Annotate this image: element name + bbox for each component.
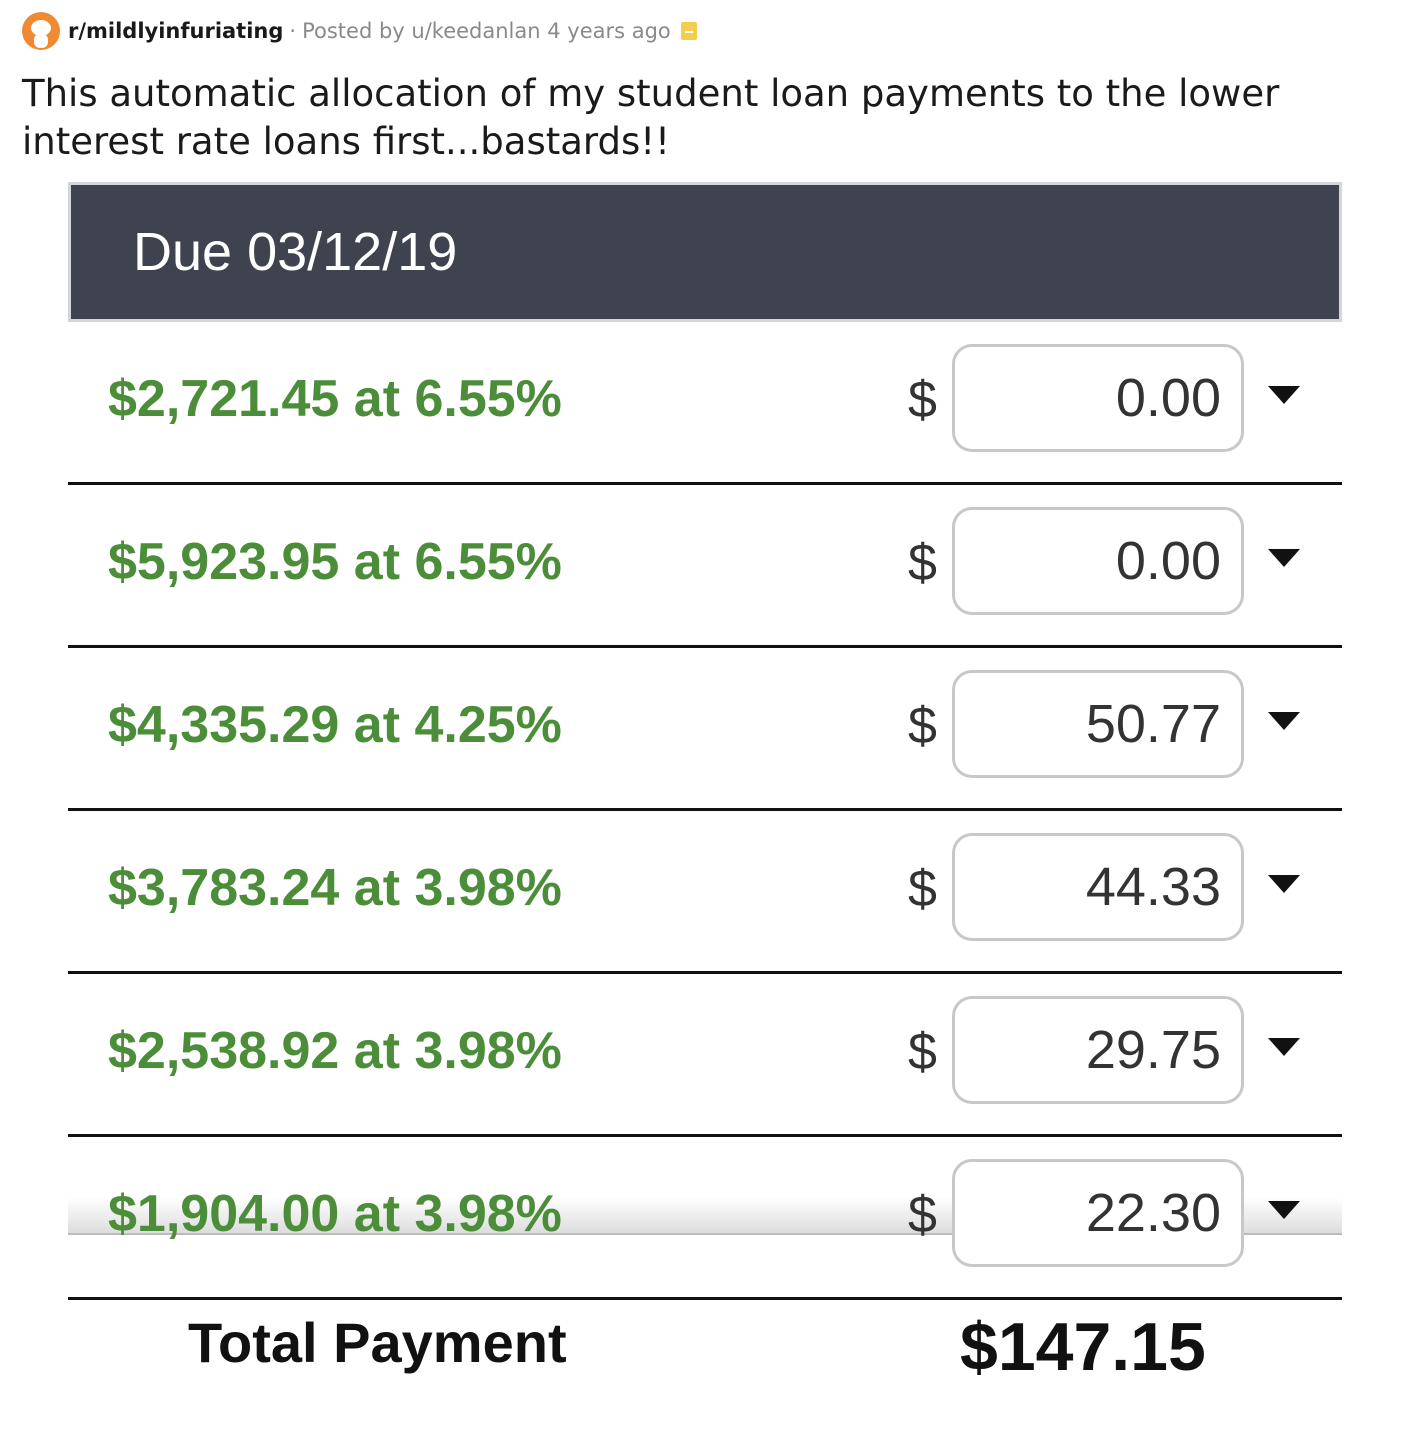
- loan-row: $2,538.92 at 3.98% $29.75: [68, 974, 1342, 1137]
- loan-row: $5,923.95 at 6.55% $0.00: [68, 485, 1342, 648]
- loan-label: $4,335.29 at 4.25%: [108, 696, 562, 754]
- dropdown-caret-icon[interactable]: [1268, 712, 1300, 730]
- loan-row: $1,904.00 at 3.98% $22.30: [68, 1137, 1342, 1300]
- payment-amount-input[interactable]: 44.33: [952, 833, 1244, 941]
- currency-symbol: $: [908, 697, 937, 755]
- currency-symbol: $: [908, 860, 937, 918]
- payment-amount-input[interactable]: 22.30: [952, 1159, 1244, 1267]
- loan-label: $2,721.45 at 6.55%: [108, 370, 562, 428]
- dropdown-caret-icon[interactable]: [1268, 1038, 1300, 1056]
- due-header: Due 03/12/19: [68, 182, 1342, 322]
- post-title[interactable]: This automatic allocation of my student …: [22, 72, 1280, 163]
- payment-amount-input[interactable]: 50.77: [952, 670, 1244, 778]
- total-row: Total Payment $147.15: [68, 1300, 1342, 1420]
- currency-symbol: $: [908, 1023, 937, 1081]
- loan-label: $5,923.95 at 6.55%: [108, 533, 562, 591]
- currency-symbol: $: [908, 371, 937, 429]
- payment-amount-input[interactable]: 0.00: [952, 344, 1244, 452]
- loan-label: $1,904.00 at 3.98%: [108, 1185, 562, 1243]
- loan-row: $4,335.29 at 4.25% $50.77: [68, 648, 1342, 811]
- posted-by[interactable]: Posted by u/keedanlan 4 years ago: [302, 19, 671, 43]
- loan-label: $3,783.24 at 3.98%: [108, 859, 562, 917]
- currency-symbol: $: [908, 1186, 937, 1244]
- payment-allocation-image: Due 03/12/19 $2,721.45 at 6.55% $0.00 $5,9…: [68, 182, 1342, 1420]
- post-meta: r/mildlyinfuriating · Posted by u/keedan…: [22, 12, 697, 50]
- currency-symbol: $: [908, 534, 937, 592]
- total-value: $147.15: [960, 1309, 1206, 1385]
- loan-row: $2,721.45 at 6.55% $0.00: [68, 322, 1342, 485]
- loan-row: $3,783.24 at 3.98% $44.33: [68, 811, 1342, 974]
- dropdown-caret-icon[interactable]: [1268, 386, 1300, 404]
- payment-amount-input[interactable]: 0.00: [952, 507, 1244, 615]
- due-date: Due 03/12/19: [133, 222, 458, 282]
- dropdown-caret-icon[interactable]: [1268, 1201, 1300, 1219]
- total-label: Total Payment: [188, 1311, 567, 1374]
- payment-amount-input[interactable]: 29.75: [952, 996, 1244, 1104]
- archive-icon: [680, 22, 697, 40]
- dropdown-caret-icon[interactable]: [1268, 875, 1300, 893]
- loan-label: $2,538.92 at 3.98%: [108, 1022, 562, 1080]
- separator: ·: [289, 19, 297, 43]
- subreddit-link[interactable]: r/mildlyinfuriating: [68, 19, 284, 43]
- subreddit-avatar-icon[interactable]: [22, 12, 60, 50]
- dropdown-caret-icon[interactable]: [1268, 549, 1300, 567]
